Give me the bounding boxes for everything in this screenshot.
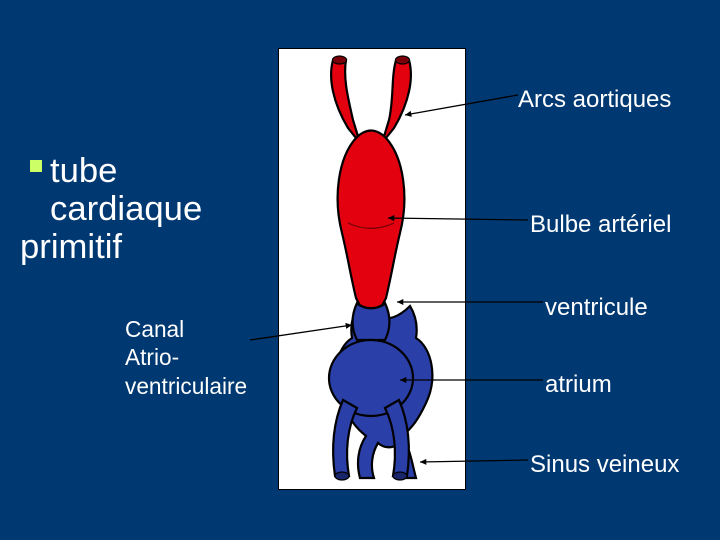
slide: tube cardiaque primitif Arcs aortiques B… — [0, 0, 720, 540]
title-line3: primitif — [20, 226, 122, 269]
label-bulbe-arteriel: Bulbe artériel — [530, 210, 671, 240]
label-arcs-aortiques: Arcs aortiques — [518, 85, 671, 115]
label-atrium: atrium — [545, 370, 612, 400]
bullet-icon — [30, 160, 42, 172]
title-line1: tube — [50, 150, 117, 193]
label-sinus-veineux: Sinus veineux — [530, 450, 679, 480]
title-line2: cardiaque — [50, 188, 202, 231]
label-canal-atrioventriculaire: Canal Atrio- ventriculaire — [125, 315, 247, 400]
label-ventricule: ventricule — [545, 293, 648, 323]
